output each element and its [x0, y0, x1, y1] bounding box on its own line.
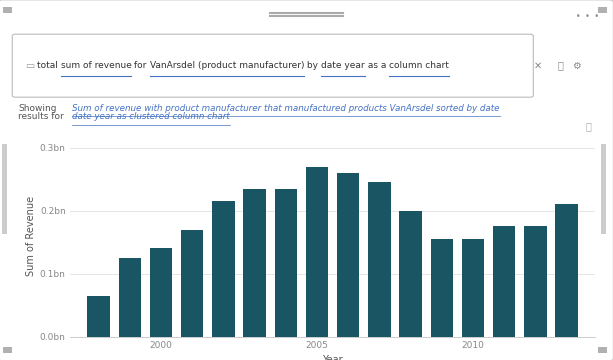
Text: Sum of revenue with product manufacturer that manufactured products VanArsdel so: Sum of revenue with product manufacturer…	[72, 104, 500, 112]
Text: ⓘ: ⓘ	[585, 121, 592, 131]
Y-axis label: Sum of Revenue: Sum of Revenue	[26, 196, 36, 276]
Text: ✕: ✕	[534, 60, 543, 71]
Bar	[399, 211, 422, 337]
Text: Showing: Showing	[18, 104, 57, 112]
Text: sum of revenue: sum of revenue	[61, 61, 131, 70]
Bar	[337, 173, 359, 337]
Bar	[87, 296, 110, 337]
X-axis label: Year: Year	[322, 355, 343, 360]
Text: as a: as a	[365, 61, 389, 70]
Bar	[555, 204, 578, 337]
Text: ⧉: ⧉	[557, 60, 563, 71]
Bar	[118, 258, 141, 337]
Text: date year: date year	[321, 61, 365, 70]
Bar	[524, 226, 547, 337]
Text: ▭: ▭	[25, 60, 34, 71]
Text: for: for	[131, 61, 150, 70]
Bar	[493, 226, 516, 337]
Bar	[462, 239, 484, 337]
Text: ⚙: ⚙	[572, 60, 581, 71]
Text: date year as clustered column chart: date year as clustered column chart	[72, 112, 230, 121]
Text: by: by	[304, 61, 321, 70]
Text: •  •  •: • • •	[576, 12, 599, 21]
Bar	[275, 189, 297, 337]
Bar	[150, 248, 172, 337]
Bar	[306, 166, 328, 337]
Text: column chart: column chart	[389, 61, 449, 70]
Bar	[181, 230, 204, 337]
Bar	[368, 182, 390, 337]
Text: VanArsdel (product manufacturer): VanArsdel (product manufacturer)	[150, 61, 304, 70]
Text: total: total	[37, 61, 61, 70]
Bar	[212, 201, 235, 337]
Bar	[430, 239, 453, 337]
Text: results for: results for	[18, 112, 64, 121]
Bar	[243, 189, 266, 337]
